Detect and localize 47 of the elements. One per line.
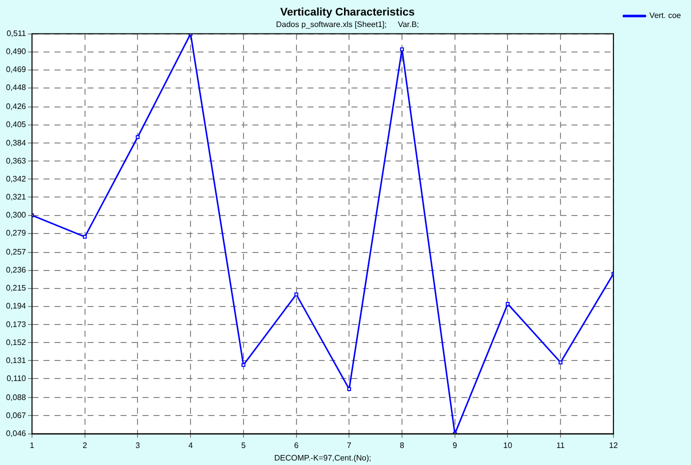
y-tick-label: 0,046 [6,429,27,438]
y-tick-label: 0,152 [6,338,27,347]
x-tick-label: 9 [452,440,458,450]
x-tick-label: 1 [30,440,35,450]
x-tick-label: 8 [400,440,405,450]
y-tick-label: 0,236 [6,266,27,275]
x-tick-label: 3 [136,440,141,450]
point [242,363,246,367]
y-tick-label: 0,426 [6,102,27,112]
y-tick-label: 0,067 [6,410,27,420]
y-tick-label: 0,405 [6,120,27,130]
y-tick-label: 0,321 [6,192,27,202]
point [400,47,404,52]
x-tick-label: 10 [503,440,513,450]
y-tick-label: 0,448 [6,83,27,92]
y-tick-label: 0,363 [6,156,27,166]
y-tick-label: 0,490 [6,47,27,56]
point [506,302,510,306]
legend-label: Vert. coe [649,11,682,20]
y-tick-label: 0,257 [6,248,27,256]
point [136,135,140,139]
x-tick-label: 4 [188,440,194,450]
point [82,234,87,239]
point [558,360,562,364]
chart-subtitle: Dados p_software.xls [Sheet1]; Var.B; [276,20,420,30]
y-tick-label: 0,384 [6,138,27,148]
y-tick-label: 0,173 [6,320,27,329]
y-tick-label: 0,342 [6,174,27,184]
x-tick-label: 5 [241,440,246,450]
x-tick-label: 11 [556,440,566,450]
y-tick-label: 0,215 [6,284,27,293]
y-tick-label: 0,131 [6,356,27,365]
y-tick-label: 0,469 [6,65,27,74]
x-axis-title: DECOMP.-K=97,Cent.(No); [274,453,372,462]
y-tick-label: 0,279 [6,228,27,238]
point [294,292,298,296]
y-tick-label: 0,110 [6,374,27,383]
x-tick-label: 12 [608,440,618,450]
y-tick-label: 0,300 [6,210,27,220]
x-tick-label: 7 [346,440,352,450]
x-tick-label: 2 [82,440,88,450]
y-tick-label: 0,511 [6,29,27,38]
y-tick-label: 0,194 [6,302,27,311]
chart-title: Verticality Characteristics [280,6,415,19]
point [347,387,352,391]
y-tick-label: 0,088 [6,392,27,402]
x-tick-label: 6 [294,440,300,450]
